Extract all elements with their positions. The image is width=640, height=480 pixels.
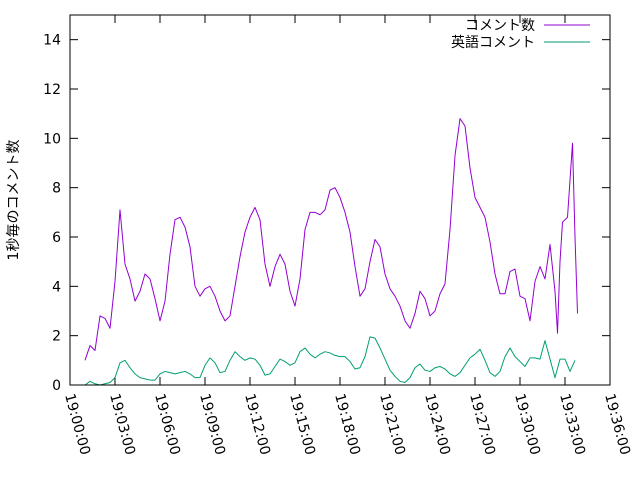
plot-border bbox=[69, 14, 611, 386]
y-tick-label: 4 bbox=[52, 279, 61, 295]
y-tick-label: 12 bbox=[43, 82, 61, 98]
y-tick-label: 10 bbox=[43, 131, 61, 147]
y-tick-label: 2 bbox=[52, 329, 61, 345]
series-line-2 bbox=[84, 336, 576, 386]
y-tick-label: 8 bbox=[52, 181, 61, 197]
legend-label: コメント数 bbox=[465, 18, 535, 34]
y-axis-label: 1秒毎のコメント数 bbox=[6, 140, 22, 261]
y-tick-label: 6 bbox=[52, 230, 61, 246]
series-line-1 bbox=[84, 118, 578, 361]
y-tick-label: 0 bbox=[52, 378, 61, 394]
series-lines bbox=[84, 118, 578, 386]
y-tick-label: 14 bbox=[43, 33, 61, 49]
legend-label: 英語コメント bbox=[451, 34, 535, 51]
